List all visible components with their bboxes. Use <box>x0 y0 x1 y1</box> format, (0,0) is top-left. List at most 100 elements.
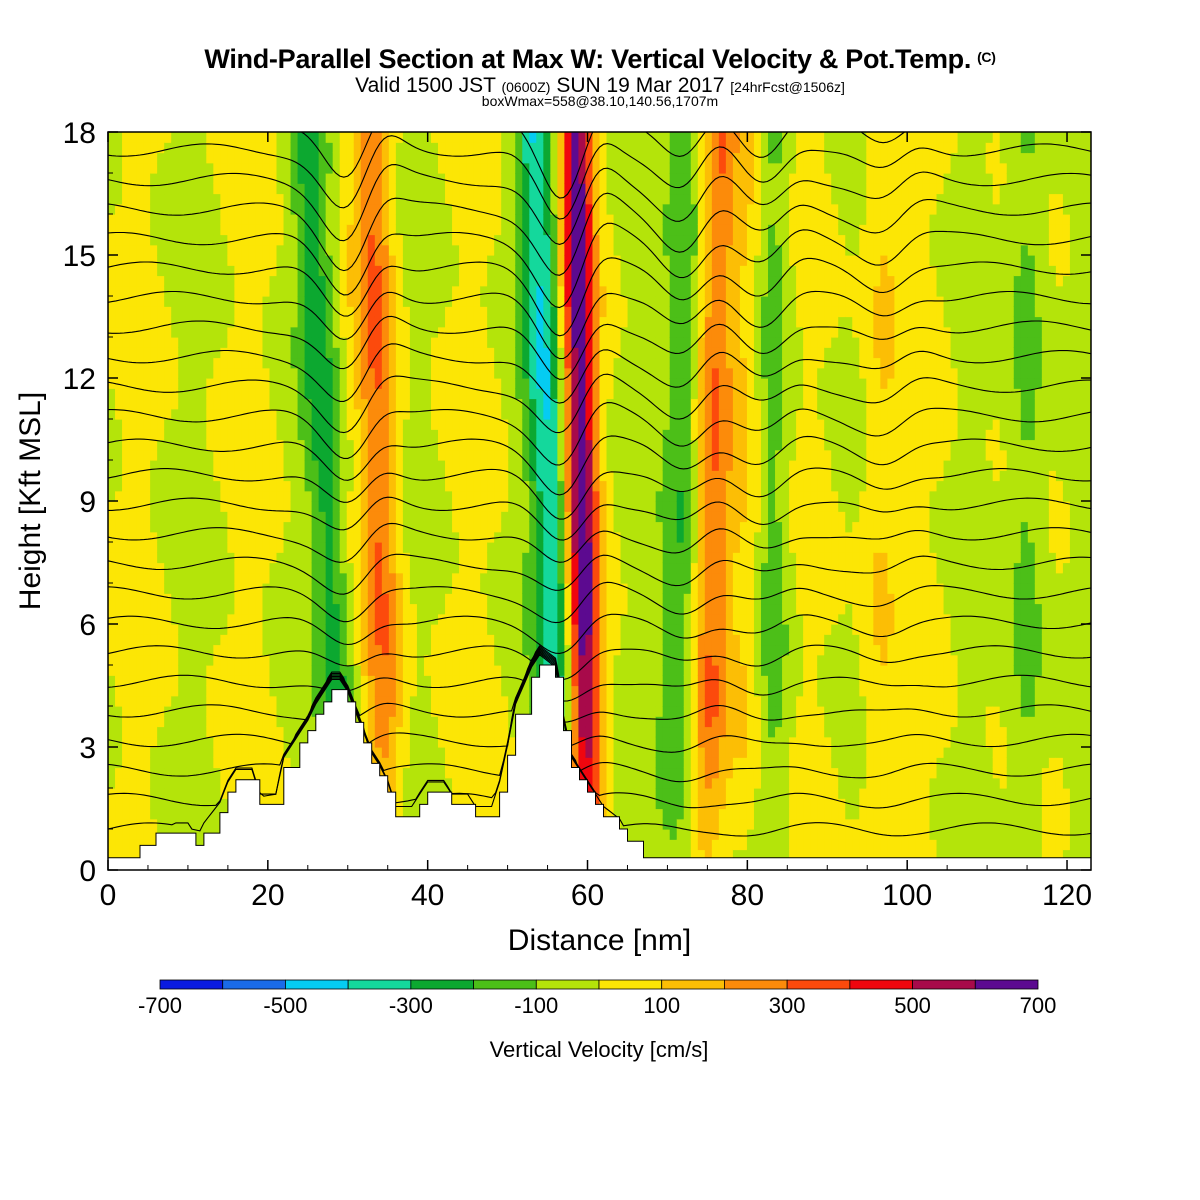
w-cell <box>318 224 327 236</box>
w-cell <box>473 449 481 461</box>
w-cell <box>339 132 348 143</box>
w-cell <box>346 634 355 646</box>
w-cell <box>199 193 207 205</box>
w-cell <box>515 142 523 154</box>
w-cell <box>164 162 172 174</box>
w-cell <box>171 777 179 789</box>
w-cell <box>108 275 116 287</box>
w-cell <box>311 183 320 195</box>
w-cell <box>409 480 418 492</box>
w-cell <box>171 162 179 174</box>
w-cell <box>199 173 207 184</box>
w-cell <box>241 193 250 205</box>
w-cell <box>395 183 404 195</box>
w-cell <box>339 501 348 512</box>
w-cell <box>409 634 418 646</box>
w-cell <box>473 726 481 738</box>
w-cell <box>416 357 425 369</box>
w-cell <box>122 757 130 769</box>
w-cell <box>262 388 271 400</box>
w-cell <box>480 316 488 328</box>
w-cell <box>578 726 587 738</box>
w-cell <box>206 265 214 277</box>
w-cell <box>473 624 481 635</box>
w-cell <box>150 460 158 471</box>
w-cell <box>150 408 158 420</box>
w-cell <box>255 152 264 164</box>
w-cell <box>108 285 116 297</box>
w-cell <box>136 347 144 359</box>
w-cell <box>367 695 376 707</box>
w-cell <box>115 839 123 851</box>
w-cell <box>276 716 285 728</box>
w-cell <box>199 306 207 318</box>
w-cell <box>360 244 369 256</box>
w-cell <box>557 583 565 594</box>
w-cell <box>276 624 285 635</box>
w-cell <box>360 736 369 748</box>
w-cell <box>473 419 481 430</box>
w-cell <box>150 634 158 646</box>
w-cell <box>122 706 130 717</box>
w-cell <box>585 644 594 656</box>
w-cell <box>438 408 446 420</box>
w-cell <box>543 583 551 594</box>
w-cell <box>416 757 425 769</box>
w-cell <box>185 726 193 738</box>
w-cell <box>276 337 285 348</box>
w-cell <box>522 542 530 553</box>
w-cell <box>466 132 474 143</box>
w-cell <box>108 203 116 215</box>
w-cell <box>276 798 285 810</box>
w-cell <box>416 132 425 143</box>
w-cell <box>409 234 418 246</box>
w-cell <box>522 449 530 461</box>
w-cell <box>416 429 425 441</box>
w-cell <box>269 193 278 205</box>
w-cell <box>494 183 502 195</box>
w-cell <box>346 306 355 318</box>
w-cell <box>360 552 369 564</box>
w-cell <box>150 716 158 728</box>
w-cell <box>213 183 221 195</box>
w-cell <box>199 808 207 820</box>
w-cell <box>143 829 151 840</box>
w-cell <box>185 398 193 410</box>
w-cell <box>199 408 207 420</box>
w-cell <box>276 511 285 523</box>
w-cell <box>227 142 235 154</box>
w-cell <box>395 419 404 430</box>
w-cell <box>171 470 179 482</box>
w-cell <box>346 685 355 697</box>
w-cell <box>248 132 257 143</box>
w-cell <box>227 449 235 461</box>
w-cell <box>564 398 573 410</box>
w-cell <box>550 132 558 143</box>
w-cell <box>381 511 390 523</box>
w-cell <box>136 162 144 174</box>
w-cell <box>346 654 355 666</box>
w-cell <box>466 419 474 430</box>
w-cell <box>543 562 551 574</box>
w-cell <box>381 685 390 697</box>
w-cell <box>192 767 200 779</box>
w-cell <box>480 716 488 728</box>
w-cell <box>494 634 502 646</box>
w-cell <box>346 613 355 625</box>
w-cell <box>473 695 481 707</box>
w-cell <box>199 337 207 348</box>
w-cell <box>269 306 278 318</box>
w-cell <box>339 214 348 225</box>
w-cell <box>360 583 369 594</box>
w-cell <box>557 193 565 205</box>
w-cell <box>227 203 235 215</box>
w-cell <box>192 480 200 492</box>
w-cell <box>353 255 362 266</box>
w-cell <box>388 326 397 338</box>
w-cell <box>248 337 257 348</box>
w-cell <box>290 736 299 748</box>
w-cell <box>360 296 369 307</box>
w-cell <box>339 316 348 328</box>
w-cell <box>178 511 186 523</box>
w-cell <box>452 388 460 400</box>
